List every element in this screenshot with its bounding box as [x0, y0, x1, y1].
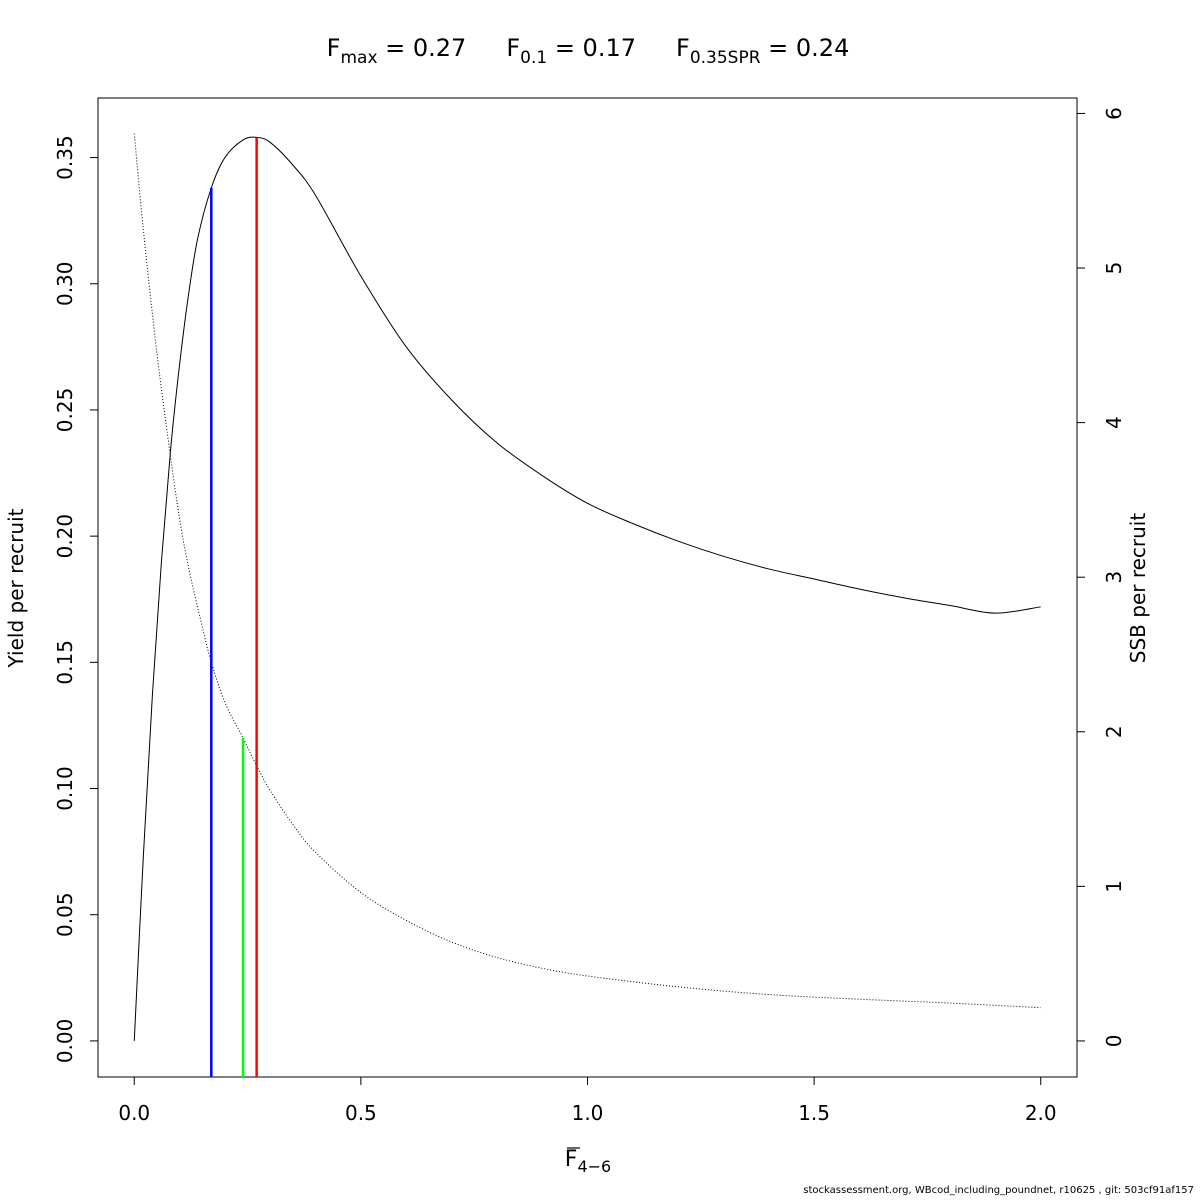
y-left-tick-label: 0.35: [53, 135, 77, 180]
x-axis-label-base: F: [565, 1147, 578, 1172]
title-part-base: F: [676, 34, 690, 62]
y-axis-left: 0.00 0.05 0.10 0.15 0.20 0.25 0.30 0.35: [53, 135, 99, 1064]
y-right-tick-label: 3: [1102, 571, 1126, 584]
title-part-sub: 0.35SPR: [690, 48, 761, 68]
chart-title: Fmax = 0.27 F0.1 = 0.17 F0.35SPR = 0.24: [327, 34, 850, 68]
y-right-tick-label: 2: [1102, 725, 1126, 738]
y-left-tick-label: 0.15: [53, 640, 77, 685]
y-left-tick-label: 0.05: [53, 892, 77, 937]
title-part-sub: max: [340, 48, 377, 68]
x-axis-label-text: F4−6: [565, 1147, 611, 1176]
x-axis-label-sub: 4−6: [577, 1157, 611, 1176]
title-part-sub: 0.1: [520, 48, 547, 68]
y-right-tick-label: 5: [1102, 262, 1126, 275]
title-part-value: = 0.17: [547, 34, 636, 62]
title-part-base: F: [327, 34, 341, 62]
y-axis-right-label: SSB per recruit: [1126, 513, 1150, 664]
ssb-per-recruit-line: [133, 133, 1041, 1009]
title-part-value: = 0.27: [378, 34, 467, 62]
y-right-tick-label: 6: [1102, 107, 1126, 120]
y-right-tick-label: 4: [1102, 416, 1126, 429]
x-axis-label: F4−6: [565, 1147, 611, 1176]
footer-credit: stockassessment.org, WBcod_including_pou…: [803, 1185, 1194, 1196]
y-axis-left-label: Yield per recruit: [4, 508, 28, 668]
y-left-tick-label: 0.25: [53, 388, 77, 433]
reference-lines: [210, 137, 258, 1077]
y-right-tick-label: 0: [1102, 1035, 1126, 1048]
x-tick-label: 2.0: [1025, 1101, 1057, 1125]
y-right-tick-label: 1: [1102, 880, 1126, 893]
x-tick-label: 1.0: [572, 1101, 604, 1125]
title-part-base: F: [506, 34, 520, 62]
x-tick-label: 0.5: [345, 1101, 377, 1125]
y-left-tick-label: 0.10: [53, 766, 77, 811]
series-group: [133, 133, 1041, 1041]
x-tick-label: 0.0: [118, 1101, 150, 1125]
title-part-value: = 0.24: [761, 34, 850, 62]
x-tick-label: 1.5: [798, 1101, 830, 1125]
yield-per-recruit-line: [133, 136, 1041, 1041]
x-axis: 0.0 0.5 1.0 1.5 2.0: [118, 1076, 1057, 1125]
title-text: Fmax = 0.27 F0.1 = 0.17 F0.35SPR = 0.24: [327, 34, 850, 68]
y-left-tick-label: 0.30: [53, 261, 77, 306]
y-left-tick-label: 0.00: [53, 1019, 77, 1064]
y-left-tick-label: 0.20: [53, 514, 77, 559]
plot-frame: [97, 97, 1078, 1078]
y-axis-right: 0 1 2 3 4 5 6: [1076, 107, 1126, 1048]
